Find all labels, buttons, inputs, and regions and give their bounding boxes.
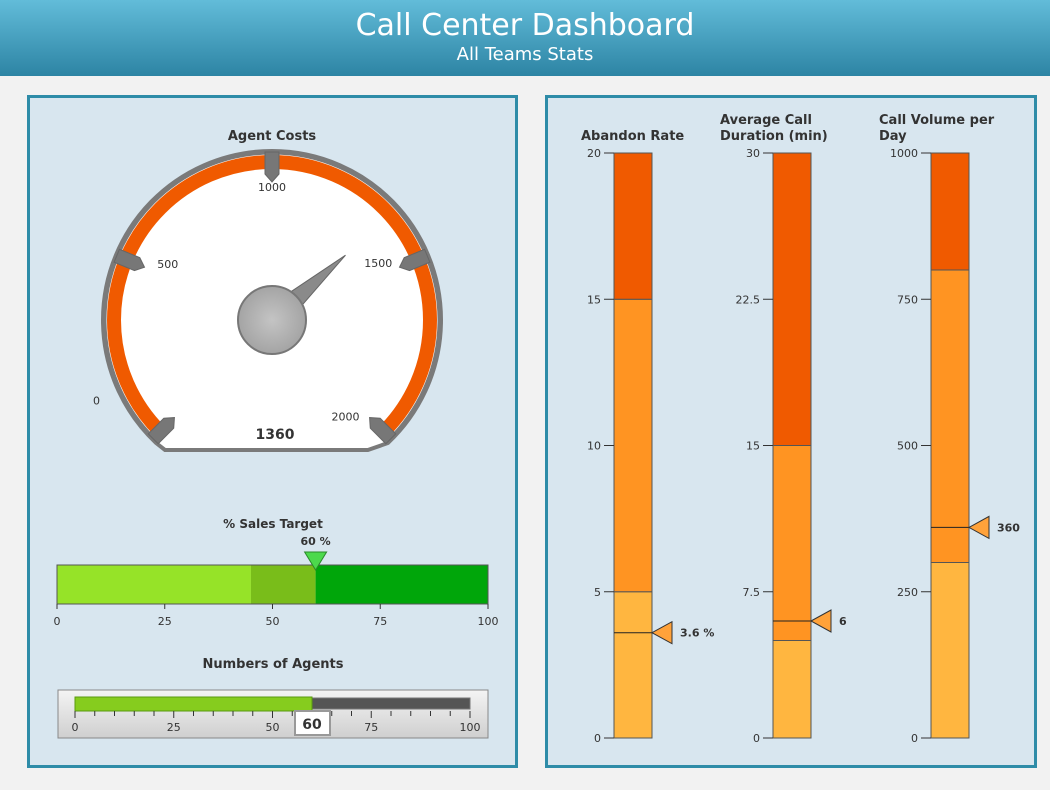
linear-gauge-title: Day xyxy=(879,129,907,144)
linear-gauge-value: 360 xyxy=(997,521,1020,534)
agents-fill xyxy=(74,696,313,712)
linear-gauge-band xyxy=(930,562,970,739)
sales-tick-label: 0 xyxy=(54,615,61,628)
sales-band xyxy=(57,565,251,604)
gauge-tick-marker xyxy=(264,151,280,183)
gauge-tick-marker xyxy=(369,417,397,445)
agents-tick-label: 75 xyxy=(364,721,378,734)
linear-gauge-marker-icon xyxy=(809,609,832,633)
linear-gauge-band xyxy=(772,152,812,446)
agents-value: 60 xyxy=(302,717,322,733)
linear-gauge-tick-label: 7.5 xyxy=(743,586,761,599)
sales-tick-label: 50 xyxy=(266,615,280,628)
linear-gauge-marker-icon xyxy=(967,515,990,540)
linear-gauge-tick-label: 250 xyxy=(897,586,918,599)
linear-gauge-band xyxy=(613,298,653,593)
linear-gauge-marker-icon xyxy=(650,620,673,645)
agents-tick-label: 100 xyxy=(460,721,481,734)
linear-gauge-band xyxy=(930,152,970,271)
page-title: Call Center Dashboard xyxy=(355,8,695,43)
linear-gauge-title: Abandon Rate xyxy=(581,129,684,144)
linear-gauge-title: Duration (min) xyxy=(720,129,828,144)
sales-tick-label: 100 xyxy=(478,615,499,628)
linear-gauge-title: Average Call xyxy=(720,113,812,128)
linear-gauge-tick-label: 30 xyxy=(746,147,760,160)
sales-target-title: % Sales Target xyxy=(223,517,323,531)
agents-title: Numbers of Agents xyxy=(203,657,344,672)
linear-gauge-tick-label: 1000 xyxy=(890,147,918,160)
header: Call Center Dashboard All Teams Stats xyxy=(0,0,1050,76)
linear-gauge-tick-label: 15 xyxy=(587,293,601,306)
gauge-tick-label: 2000 xyxy=(332,411,360,424)
sales-tick-label: 25 xyxy=(158,615,172,628)
gauge-value: 1360 xyxy=(256,427,295,443)
linear-gauge-band xyxy=(930,269,970,563)
linear-gauge-value: 6 xyxy=(839,615,847,628)
linear-gauge-tick-label: 5 xyxy=(594,586,601,599)
linear-gauge-tick-label: 0 xyxy=(911,732,918,745)
gauge-tick-marker xyxy=(113,248,146,272)
gauge-tick-label: 1000 xyxy=(258,181,286,194)
agent-costs-title: Agent Costs xyxy=(228,129,317,144)
linear-gauge-tick-label: 0 xyxy=(594,732,601,745)
linear-gauge-band xyxy=(772,445,812,641)
linear-gauge-tick-label: 15 xyxy=(746,440,760,453)
sales-band xyxy=(315,565,488,604)
agents-value-box xyxy=(294,710,331,736)
linear-gauge-tick-label: 0 xyxy=(753,732,760,745)
gauge-tick-label: 500 xyxy=(157,258,178,271)
sales-value: 60 % xyxy=(301,535,331,548)
linear-gauge-tick-label: 10 xyxy=(587,440,601,453)
gauge-tick-label: 1500 xyxy=(364,257,392,270)
linear-gauge-band xyxy=(772,640,812,739)
gauge-tick-marker xyxy=(147,417,175,445)
linear-gauge-title: Call Volume per xyxy=(879,113,995,128)
linear-gauge-tick-label: 22.5 xyxy=(736,293,761,306)
gauge-tick-marker xyxy=(398,248,431,272)
linear-gauge-tick-label: 500 xyxy=(897,440,918,453)
linear-gauge-value: 3.6 % xyxy=(680,627,714,640)
sales-marker-icon xyxy=(303,551,328,571)
sales-tick-label: 75 xyxy=(373,615,387,628)
linear-gauge-tick-label: 750 xyxy=(897,293,918,306)
linear-gauge-band xyxy=(613,152,653,300)
gauge-hub xyxy=(237,285,307,355)
agents-tick-label: 25 xyxy=(167,721,181,734)
page-subtitle: All Teams Stats xyxy=(456,44,594,65)
linear-gauge-band xyxy=(613,591,653,739)
agents-tick-label: 50 xyxy=(266,721,280,734)
linear-gauge-tick-label: 20 xyxy=(587,147,601,160)
sales-band xyxy=(250,565,316,604)
agents-tick-label: 0 xyxy=(72,721,79,734)
gauge-tick-label: 0 xyxy=(93,395,100,408)
